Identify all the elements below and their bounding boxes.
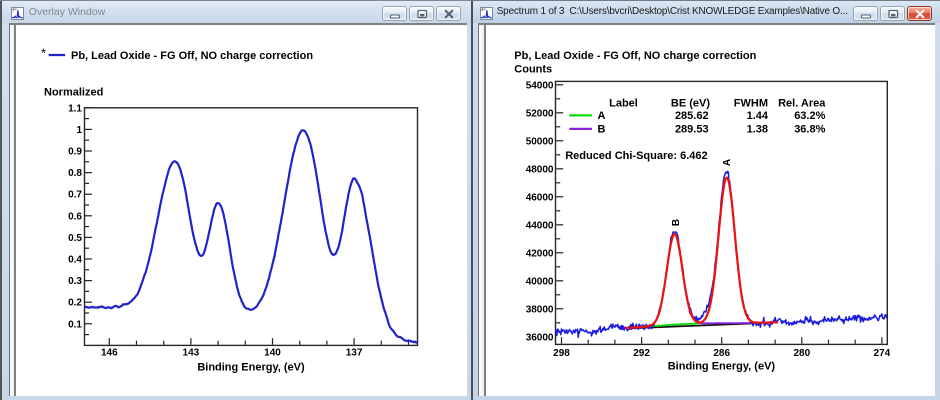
svg-text:Binding Energy, (eV): Binding Energy, (eV) <box>668 361 776 373</box>
svg-text:A: A <box>722 159 733 166</box>
svg-text:44000: 44000 <box>526 220 554 231</box>
svg-text:54000: 54000 <box>526 80 554 91</box>
svg-text:0.9: 0.9 <box>68 147 82 158</box>
svg-text:40000: 40000 <box>526 276 554 287</box>
svg-text:0.2: 0.2 <box>68 298 82 309</box>
svg-text:286: 286 <box>713 348 730 359</box>
svg-text:50000: 50000 <box>526 136 554 147</box>
svg-text:B: B <box>671 219 682 226</box>
svg-text:1.44: 1.44 <box>747 110 769 122</box>
svg-text:52000: 52000 <box>526 108 554 119</box>
svg-text:Label: Label <box>609 98 638 110</box>
svg-text:0.3: 0.3 <box>68 276 82 287</box>
svg-text:Rel. Area: Rel. Area <box>778 98 826 110</box>
svg-text:298: 298 <box>553 348 570 359</box>
svg-text:Normalized: Normalized <box>44 87 103 99</box>
svg-text:Counts: Counts <box>514 64 552 76</box>
svg-text:A: A <box>598 110 606 122</box>
svg-text:0.5: 0.5 <box>68 233 82 244</box>
svg-text:Pb, Lead Oxide - FG Off, NO ch: Pb, Lead Oxide - FG Off, NO charge corre… <box>514 50 756 62</box>
svg-text:Pb, Lead Oxide - FG Off, NO ch: Pb, Lead Oxide - FG Off, NO charge corre… <box>71 50 313 62</box>
svg-text:36000: 36000 <box>526 332 554 343</box>
svg-text:1.38: 1.38 <box>747 124 768 136</box>
svg-text:0.6: 0.6 <box>68 211 82 222</box>
svg-text:63.2%: 63.2% <box>794 110 825 122</box>
svg-text:146: 146 <box>101 348 118 359</box>
svg-text:285.62: 285.62 <box>675 110 709 122</box>
svg-text:38000: 38000 <box>526 304 554 315</box>
svg-text:46000: 46000 <box>526 192 554 203</box>
svg-text:42000: 42000 <box>526 248 554 259</box>
svg-text:280: 280 <box>793 348 810 359</box>
svg-text:*: * <box>41 46 46 61</box>
svg-text:Binding Energy, (eV): Binding Energy, (eV) <box>197 362 305 374</box>
svg-text:0.8: 0.8 <box>68 168 82 179</box>
svg-text:1.1: 1.1 <box>68 103 82 114</box>
svg-text:B: B <box>598 124 606 136</box>
svg-text:1: 1 <box>76 125 82 136</box>
svg-text:143: 143 <box>183 348 200 359</box>
svg-text:36.8%: 36.8% <box>794 124 825 136</box>
svg-text:292: 292 <box>633 348 650 359</box>
svg-text:FWHM: FWHM <box>734 98 768 110</box>
svg-text:137: 137 <box>346 348 363 359</box>
svg-text:BE (eV): BE (eV) <box>671 98 710 110</box>
svg-text:48000: 48000 <box>526 164 554 175</box>
svg-text:0.4: 0.4 <box>68 255 82 266</box>
svg-text:0.7: 0.7 <box>68 190 82 201</box>
svg-text:Reduced Chi-Square: 6.462: Reduced Chi-Square: 6.462 <box>565 150 707 162</box>
svg-text:140: 140 <box>264 348 281 359</box>
svg-text:0.1: 0.1 <box>68 319 82 330</box>
svg-text:289.53: 289.53 <box>675 124 709 136</box>
svg-text:274: 274 <box>874 348 891 359</box>
